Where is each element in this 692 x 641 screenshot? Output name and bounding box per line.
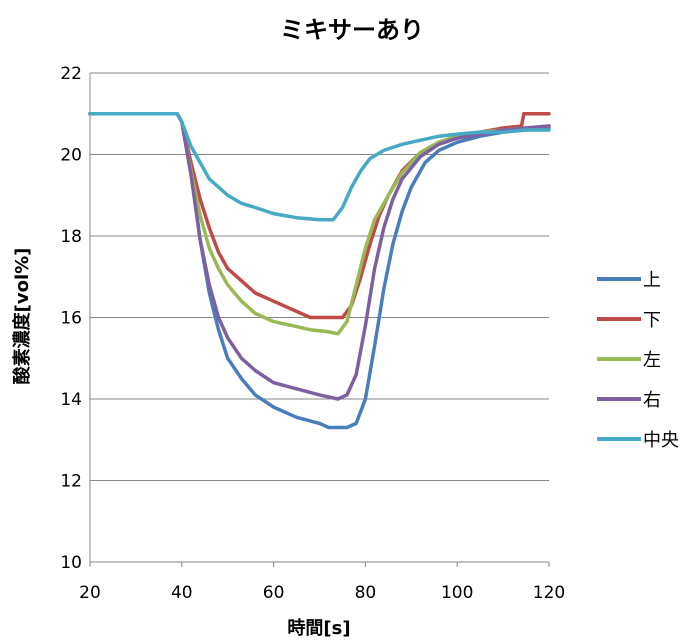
x-tick-label: 40 bbox=[171, 583, 193, 603]
x-tick-label: 20 bbox=[79, 583, 101, 603]
series-lines bbox=[88, 112, 551, 430]
y-tick-labels: 10 12 14 16 18 20 22 bbox=[60, 64, 82, 573]
axes bbox=[89, 73, 549, 563]
y-tick-label: 22 bbox=[60, 64, 82, 84]
series-line-1 bbox=[88, 112, 551, 430]
x-tick-labels: 20 40 60 80 100 120 bbox=[79, 562, 565, 603]
y-tick-label: 12 bbox=[60, 472, 82, 492]
series-line-4 bbox=[88, 112, 551, 401]
y-tick-label: 16 bbox=[60, 309, 82, 329]
x-tick-label: 80 bbox=[355, 583, 377, 603]
x-tick-label: 100 bbox=[441, 583, 473, 603]
legend-label: 中央 bbox=[643, 430, 679, 451]
y-tick-label: 10 bbox=[60, 553, 82, 573]
y-axis-label: 酸素濃度[vol%] bbox=[11, 248, 33, 385]
x-tick-label: 60 bbox=[263, 583, 285, 603]
y-tick-label: 18 bbox=[60, 227, 82, 247]
series-line-3 bbox=[88, 112, 551, 336]
legend-label: 右 bbox=[643, 390, 661, 411]
legend-label: 下 bbox=[643, 310, 661, 331]
y-tick-label: 14 bbox=[60, 390, 82, 410]
legend-label: 左 bbox=[643, 350, 661, 371]
y-tick-label: 20 bbox=[60, 146, 82, 166]
x-axis-label: 時間[s] bbox=[287, 618, 350, 639]
series-line-2 bbox=[88, 112, 551, 320]
chart-title: ミキサーあり bbox=[280, 16, 424, 44]
x-tick-label: 120 bbox=[533, 583, 565, 603]
series-line-5 bbox=[88, 112, 551, 222]
legend-label: 上 bbox=[643, 270, 661, 291]
